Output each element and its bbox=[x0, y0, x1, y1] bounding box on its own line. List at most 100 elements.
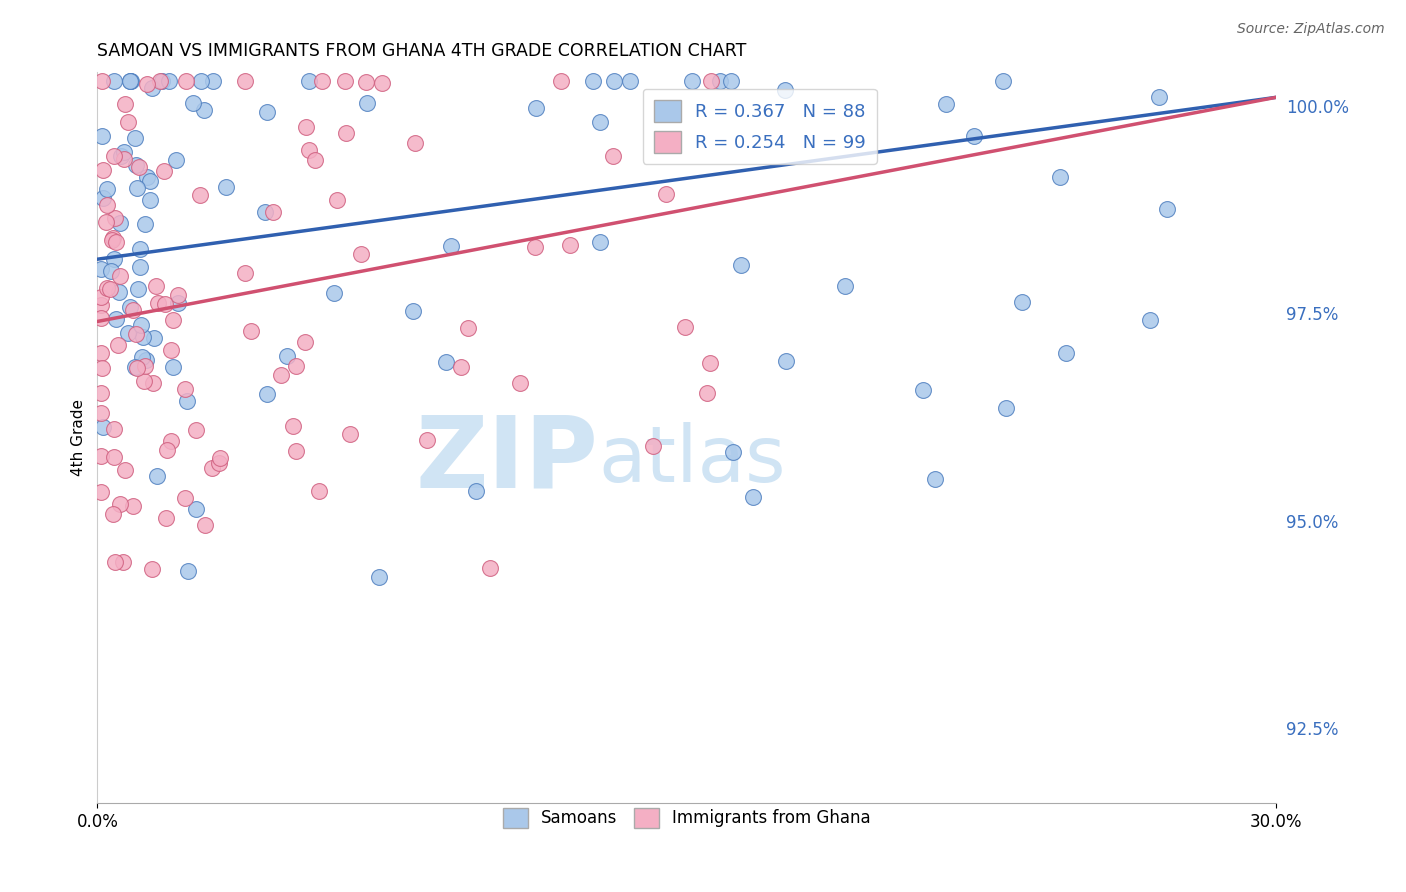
Point bbox=[162, 312, 184, 326]
Point bbox=[720, 74, 742, 88]
Point bbox=[524, 101, 547, 115]
Point bbox=[335, 126, 357, 140]
Point bbox=[159, 434, 181, 449]
Point bbox=[90, 449, 112, 463]
Point bbox=[304, 153, 326, 168]
Point bbox=[350, 247, 373, 261]
Point bbox=[139, 173, 162, 187]
Point bbox=[135, 353, 157, 368]
Point bbox=[201, 74, 224, 88]
Point bbox=[215, 179, 238, 194]
Point bbox=[193, 103, 215, 118]
Point bbox=[90, 311, 112, 326]
Point bbox=[134, 374, 156, 388]
Point bbox=[550, 74, 572, 88]
Point bbox=[103, 149, 125, 163]
Point bbox=[117, 326, 139, 341]
Point bbox=[94, 215, 117, 229]
Point bbox=[120, 74, 142, 88]
Point bbox=[323, 285, 346, 300]
Point bbox=[108, 268, 131, 283]
Point bbox=[1147, 90, 1170, 104]
Point bbox=[112, 152, 135, 166]
Point bbox=[402, 304, 425, 318]
Point bbox=[141, 81, 163, 95]
Point bbox=[589, 235, 612, 249]
Point bbox=[118, 301, 141, 315]
Point bbox=[114, 97, 136, 112]
Point bbox=[655, 187, 678, 202]
Point bbox=[90, 361, 112, 376]
Point bbox=[128, 161, 150, 175]
Point bbox=[174, 74, 197, 88]
Point bbox=[582, 74, 605, 88]
Point bbox=[120, 74, 142, 88]
Point bbox=[641, 439, 664, 453]
Point bbox=[308, 484, 330, 499]
Point bbox=[157, 74, 180, 88]
Point bbox=[127, 361, 149, 376]
Point bbox=[91, 129, 114, 144]
Point bbox=[619, 74, 641, 88]
Point bbox=[108, 216, 131, 230]
Point bbox=[120, 74, 142, 88]
Point bbox=[276, 349, 298, 363]
Point bbox=[177, 565, 200, 579]
Point bbox=[111, 555, 134, 569]
Point bbox=[294, 334, 316, 349]
Point bbox=[167, 288, 190, 302]
Point bbox=[90, 261, 112, 276]
Point bbox=[201, 461, 224, 475]
Point bbox=[256, 386, 278, 401]
Point bbox=[103, 555, 125, 569]
Point bbox=[134, 217, 156, 231]
Point bbox=[96, 182, 118, 196]
Point bbox=[105, 235, 128, 250]
Point bbox=[90, 386, 112, 401]
Point bbox=[176, 394, 198, 409]
Point bbox=[834, 279, 856, 293]
Point bbox=[90, 485, 112, 500]
Point bbox=[356, 95, 378, 110]
Point bbox=[122, 499, 145, 513]
Point bbox=[208, 456, 231, 470]
Point bbox=[699, 74, 721, 88]
Point bbox=[681, 74, 703, 88]
Point bbox=[90, 406, 112, 420]
Point bbox=[602, 74, 624, 88]
Point bbox=[145, 278, 167, 293]
Point bbox=[256, 105, 278, 120]
Text: atlas: atlas bbox=[599, 422, 786, 498]
Point bbox=[285, 443, 308, 458]
Point bbox=[96, 281, 118, 295]
Point bbox=[104, 211, 127, 226]
Point bbox=[404, 136, 426, 150]
Point bbox=[114, 463, 136, 477]
Point bbox=[730, 258, 752, 272]
Point bbox=[90, 290, 112, 304]
Point bbox=[415, 434, 437, 448]
Point bbox=[1056, 346, 1078, 360]
Point bbox=[159, 343, 181, 357]
Point bbox=[125, 327, 148, 342]
Point bbox=[270, 368, 292, 383]
Point bbox=[107, 337, 129, 351]
Point bbox=[963, 129, 986, 144]
Point bbox=[110, 497, 132, 511]
Point bbox=[155, 511, 177, 525]
Point bbox=[370, 76, 392, 90]
Point bbox=[262, 205, 284, 219]
Point bbox=[101, 233, 124, 247]
Point bbox=[104, 312, 127, 326]
Point bbox=[281, 418, 304, 433]
Point bbox=[103, 508, 125, 522]
Point bbox=[742, 490, 765, 504]
Point bbox=[162, 360, 184, 375]
Point bbox=[110, 149, 132, 163]
Point bbox=[560, 238, 582, 252]
Point bbox=[339, 427, 361, 442]
Point bbox=[188, 188, 211, 202]
Point bbox=[129, 318, 152, 332]
Point bbox=[90, 298, 112, 312]
Point bbox=[146, 295, 169, 310]
